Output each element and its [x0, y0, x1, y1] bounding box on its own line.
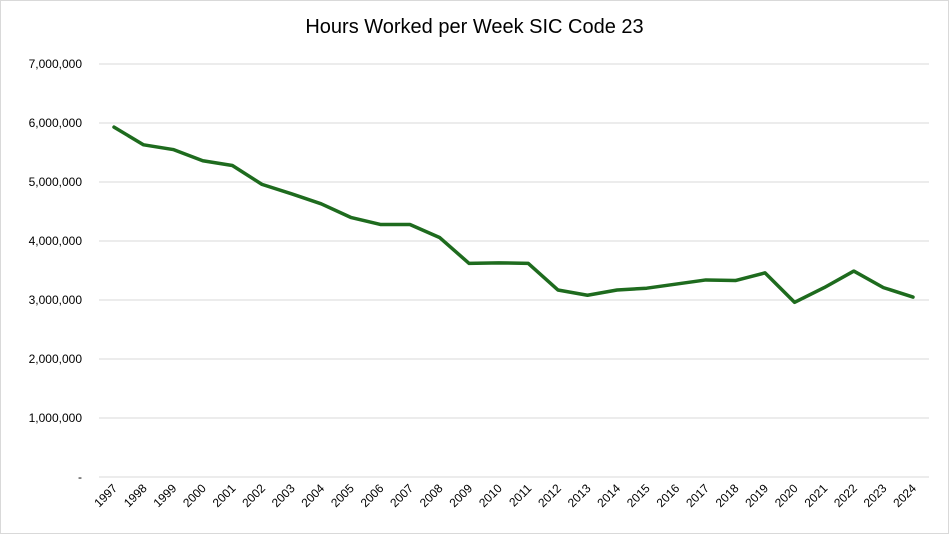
x-tick-label: 2019 [742, 481, 771, 510]
x-tick-label: 2024 [890, 481, 919, 510]
y-tick-label: 6,000,000 [29, 116, 83, 130]
x-tick-label: 2022 [831, 481, 860, 510]
x-tick-label: 2007 [387, 481, 416, 510]
x-tick-label: 2023 [861, 481, 890, 510]
y-tick-label: 5,000,000 [29, 175, 83, 189]
x-tick-label: 2004 [298, 481, 327, 510]
x-tick-label: 2003 [269, 481, 298, 510]
y-tick-label: 4,000,000 [29, 234, 83, 248]
y-tick-label: - [78, 470, 82, 484]
x-tick-label: 2016 [654, 481, 683, 510]
x-tick-label: 2006 [358, 481, 387, 510]
x-tick-label: 2000 [180, 481, 209, 510]
x-tick-label: 2017 [683, 481, 712, 510]
x-tick-label: 2011 [506, 481, 534, 509]
y-tick-label: 7,000,000 [29, 57, 83, 71]
x-tick-label: 2005 [328, 481, 357, 510]
y-tick-label: 3,000,000 [29, 293, 83, 307]
x-tick-label: 2020 [772, 481, 801, 510]
x-tick-label: 2018 [713, 481, 742, 510]
x-tick-label: 2012 [535, 481, 564, 510]
chart-title: Hours Worked per Week SIC Code 23 [305, 16, 644, 38]
y-tick-label: 1,000,000 [29, 411, 83, 425]
x-tick-label: 2010 [476, 481, 505, 510]
x-tick-label: 2014 [594, 481, 623, 510]
x-tick-label: 2009 [446, 481, 475, 510]
x-tick-label: 2013 [565, 481, 594, 510]
x-tick-label: 2021 [802, 481, 831, 510]
series-line [112, 125, 915, 305]
x-tick-label: 1999 [151, 481, 180, 510]
x-tick-label: 1997 [91, 481, 120, 510]
x-tick-label: 2001 [210, 481, 239, 510]
x-tick-label: 2015 [624, 481, 653, 510]
y-tick-label: 2,000,000 [29, 352, 83, 366]
x-tick-label: 2008 [417, 481, 446, 510]
x-tick-label: 1998 [121, 481, 150, 510]
x-tick-label: 2002 [239, 481, 268, 510]
